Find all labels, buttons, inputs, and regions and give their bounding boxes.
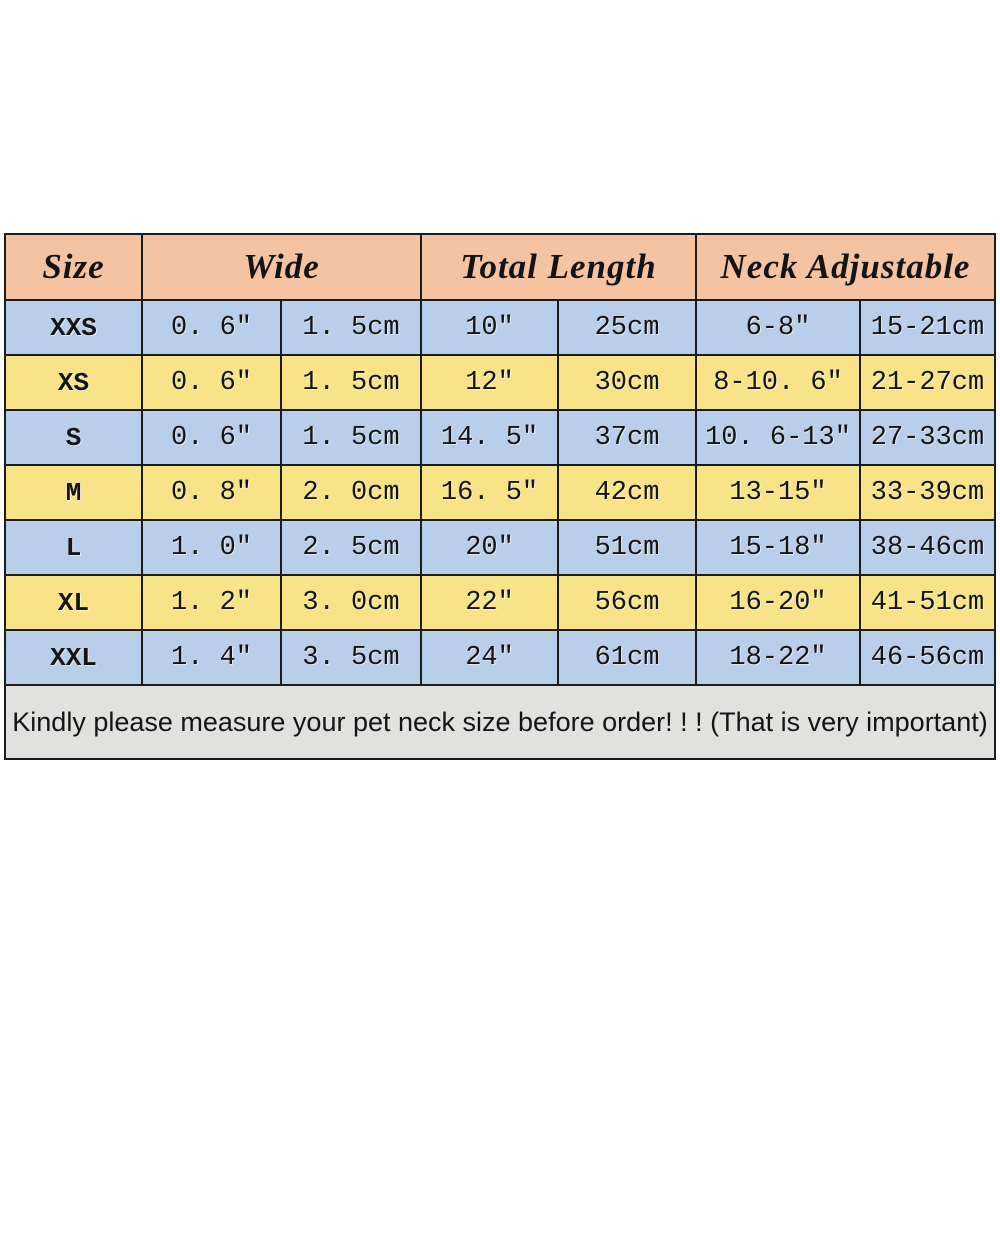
- table-cell: 0. 8″: [141, 464, 282, 521]
- table-cell: 61cm: [557, 629, 697, 686]
- header-wide: Wide: [141, 233, 422, 301]
- table-row: XXS 0. 6″ 1. 5cm 10″ 25cm 6-8″ 15-21cm: [4, 299, 996, 356]
- table-cell: 0. 6″: [141, 409, 282, 466]
- table-cell: 16-20″: [695, 574, 861, 631]
- table-row: L 1. 0″ 2. 5cm 20″ 51cm 15-18″ 38-46cm: [4, 519, 996, 576]
- table-cell: 6-8″: [695, 299, 861, 356]
- table-cell: 1. 5cm: [280, 299, 422, 356]
- header-neck-adjustable: Neck Adjustable: [695, 233, 996, 301]
- table-cell: 10. 6-13″: [695, 409, 861, 466]
- table-cell: 1. 5cm: [280, 409, 422, 466]
- table-row: XXL 1. 4″ 3. 5cm 24″ 61cm 18-22″ 46-56cm: [4, 629, 996, 686]
- table-cell: 22″: [420, 574, 559, 631]
- header-size: Size: [4, 233, 143, 301]
- table-cell: 1. 4″: [141, 629, 282, 686]
- table-cell: 51cm: [557, 519, 697, 576]
- table-cell: 8-10. 6″: [695, 354, 861, 411]
- table-cell: 3. 5cm: [280, 629, 422, 686]
- size-table-body: XXS 0. 6″ 1. 5cm 10″ 25cm 6-8″ 15-21cm XS 0. 6″ 1…: [4, 299, 996, 686]
- table-cell: 25cm: [557, 299, 697, 356]
- table-cell: 24″: [420, 629, 559, 686]
- table-cell: 20″: [420, 519, 559, 576]
- size-cell: XXL: [4, 629, 143, 686]
- table-row: S 0. 6″ 1. 5cm 14. 5″ 37cm 10. 6-13″ 27-33cm: [4, 409, 996, 466]
- table-cell: 18-22″: [695, 629, 861, 686]
- header-row: Size Wide Total Length Neck Adjustable: [4, 233, 996, 301]
- table-cell: 2. 5cm: [280, 519, 422, 576]
- table-cell: 13-15″: [695, 464, 861, 521]
- table-cell: 15-18″: [695, 519, 861, 576]
- table-cell: 2. 0cm: [280, 464, 422, 521]
- table-cell: 14. 5″: [420, 409, 559, 466]
- table-cell: 15-21cm: [859, 299, 996, 356]
- table-cell: 12″: [420, 354, 559, 411]
- table-row: XL 1. 2″ 3. 0cm 22″ 56cm 16-20″ 41-51cm: [4, 574, 996, 631]
- table-cell: 30cm: [557, 354, 697, 411]
- table-cell: 1. 0″: [141, 519, 282, 576]
- table-row: M 0. 8″ 2. 0cm 16. 5″ 42cm 13-15″ 33-39cm: [4, 464, 996, 521]
- size-cell: M: [4, 464, 143, 521]
- table-cell: 10″: [420, 299, 559, 356]
- size-chart-table: Size Wide Total Length Neck Adjustable X…: [4, 233, 996, 760]
- note-row: Kindly please measure your pet neck size…: [4, 684, 996, 760]
- table-cell: 0. 6″: [141, 354, 282, 411]
- size-cell: XS: [4, 354, 143, 411]
- table-cell: 16. 5″: [420, 464, 559, 521]
- table-cell: 46-56cm: [859, 629, 996, 686]
- table-cell: 33-39cm: [859, 464, 996, 521]
- header-total-length: Total Length: [420, 233, 697, 301]
- table-cell: 1. 5cm: [280, 354, 422, 411]
- table-cell: 21-27cm: [859, 354, 996, 411]
- table-cell: 37cm: [557, 409, 697, 466]
- measure-note: Kindly please measure your pet neck size…: [4, 684, 996, 760]
- size-cell: XL: [4, 574, 143, 631]
- table-cell: 42cm: [557, 464, 697, 521]
- table-cell: 41-51cm: [859, 574, 996, 631]
- table-cell: 0. 6″: [141, 299, 282, 356]
- table-row: XS 0. 6″ 1. 5cm 12″ 30cm 8-10. 6″ 21-27cm: [4, 354, 996, 411]
- size-cell: L: [4, 519, 143, 576]
- size-cell: S: [4, 409, 143, 466]
- table-cell: 1. 2″: [141, 574, 282, 631]
- table-cell: 27-33cm: [859, 409, 996, 466]
- table-cell: 3. 0cm: [280, 574, 422, 631]
- table-cell: 38-46cm: [859, 519, 996, 576]
- table-cell: 56cm: [557, 574, 697, 631]
- size-cell: XXS: [4, 299, 143, 356]
